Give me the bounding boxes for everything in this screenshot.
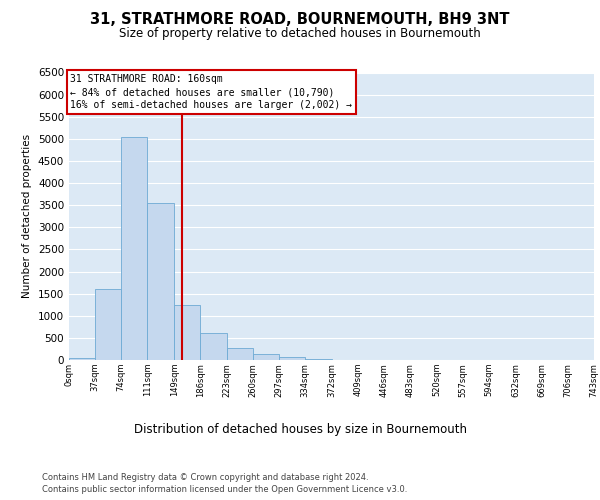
Bar bbox=[279, 356, 305, 360]
Text: Contains public sector information licensed under the Open Government Licence v3: Contains public sector information licen… bbox=[42, 485, 407, 494]
Bar bbox=[95, 289, 121, 360]
Text: 31, STRATHMORE ROAD, BOURNEMOUTH, BH9 3NT: 31, STRATHMORE ROAD, BOURNEMOUTH, BH9 3N… bbox=[90, 12, 510, 28]
Text: Size of property relative to detached houses in Bournemouth: Size of property relative to detached ho… bbox=[119, 28, 481, 40]
Bar bbox=[174, 304, 200, 360]
Bar bbox=[200, 334, 227, 360]
Bar bbox=[253, 354, 279, 360]
Bar bbox=[305, 358, 332, 360]
Text: Contains HM Land Registry data © Crown copyright and database right 2024.: Contains HM Land Registry data © Crown c… bbox=[42, 472, 368, 482]
Text: 31 STRATHMORE ROAD: 160sqm
← 84% of detached houses are smaller (10,790)
16% of : 31 STRATHMORE ROAD: 160sqm ← 84% of deta… bbox=[70, 74, 352, 110]
Y-axis label: Number of detached properties: Number of detached properties bbox=[22, 134, 32, 298]
Bar bbox=[69, 358, 95, 360]
Text: Distribution of detached houses by size in Bournemouth: Distribution of detached houses by size … bbox=[133, 422, 467, 436]
Bar bbox=[227, 348, 253, 360]
Bar bbox=[148, 203, 174, 360]
Bar bbox=[121, 136, 148, 360]
